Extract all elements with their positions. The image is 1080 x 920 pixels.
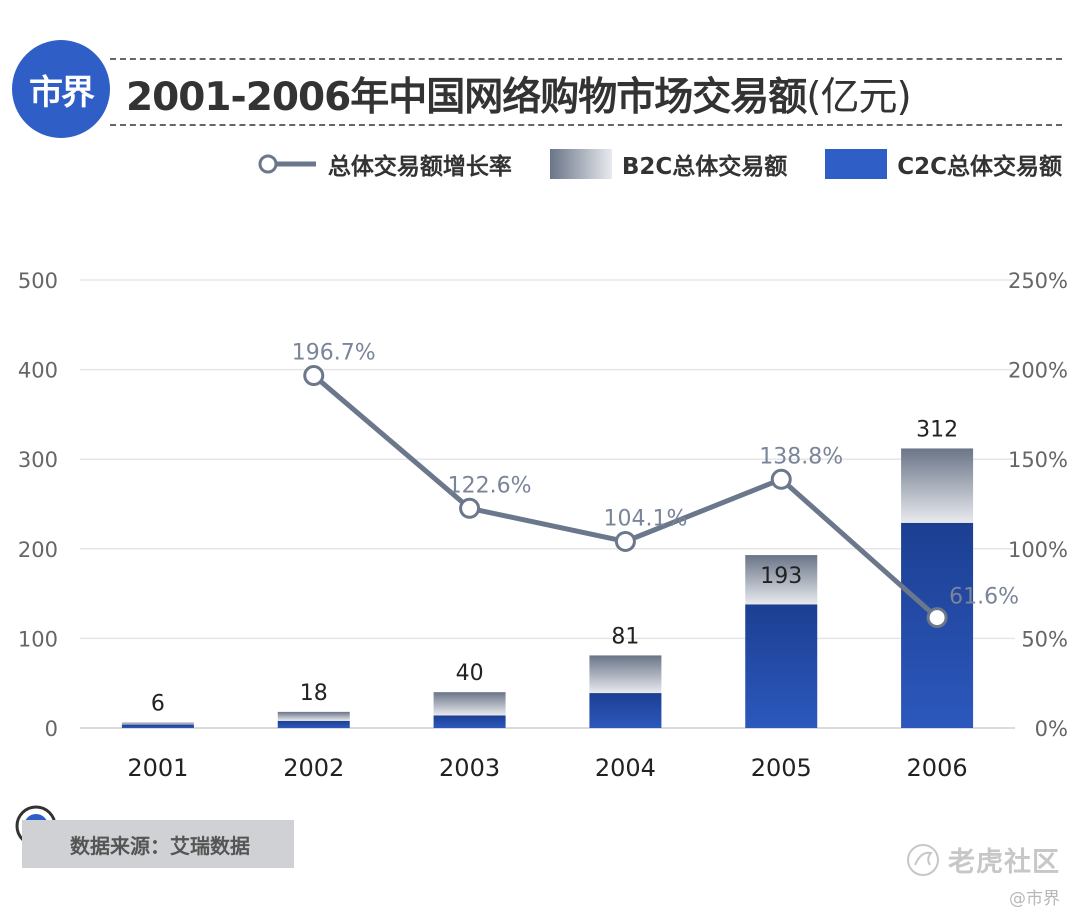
bar-total-label: 81 <box>611 624 639 649</box>
chart-title-text: 2001-2006年中国网络购物市场交易额 <box>126 75 807 120</box>
bar-total-label: 193 <box>760 564 802 589</box>
bar-total-label: 18 <box>300 681 328 706</box>
growth-data-label: 122.6% <box>448 473 532 498</box>
y-left-tick-label: 500 <box>18 269 58 293</box>
growth-point <box>303 365 325 387</box>
bar-c2c <box>745 604 818 728</box>
growth-data-label: 138.8% <box>759 444 843 469</box>
title-divider-top <box>110 58 1062 60</box>
data-source-box: 数据来源：艾瑞数据 <box>22 820 294 868</box>
logo-text: 市界 <box>29 72 95 113</box>
bar-c2c <box>121 724 194 728</box>
legend-label-b2c: B2C总体交易额 <box>621 154 788 180</box>
y-left-tick-label: 400 <box>18 359 58 383</box>
growth-line <box>312 373 939 620</box>
chart-title: 2001-2006年中国网络购物市场交易额(亿元) <box>126 66 912 122</box>
growth-data-label: 196.7% <box>292 341 376 366</box>
x-tick-label: 2002 <box>283 754 344 782</box>
y-right-tick-label: 200% <box>1008 359 1068 383</box>
data-source-text: 数据来源：艾瑞数据 <box>70 833 250 858</box>
bar-b2c <box>121 722 194 725</box>
watermark: 老虎社区 <box>906 840 1060 879</box>
bar-b2c <box>277 711 350 721</box>
y-right-tick-label: 150% <box>1008 448 1068 472</box>
growth-data-label: 104.1% <box>603 506 687 531</box>
y-right-tick-label: 250% <box>1008 269 1068 293</box>
bar-total-label: 40 <box>456 661 484 686</box>
bar-total-label: 6 <box>151 692 165 717</box>
bar-b2c <box>901 448 974 523</box>
legend-label-growth: 总体交易额增长率 <box>327 154 512 180</box>
legend-item-c2c: C2C总体交易额 <box>825 147 1062 181</box>
tiger-logo-icon <box>907 843 939 876</box>
chart-legend: 总体交易额增长率 B2C总体交易额 C2C总体交易额 <box>218 146 1062 182</box>
y-right-tick-label: 0% <box>1035 717 1068 741</box>
title-divider-bottom <box>110 124 1062 126</box>
chart-title-unit: (亿元) <box>806 75 911 120</box>
legend-swatch-c2c <box>825 149 888 179</box>
growth-point <box>926 607 948 629</box>
y-right-tick-label: 50% <box>1021 627 1068 651</box>
x-tick-label: 2003 <box>439 754 500 782</box>
y-left-tick-label: 100 <box>18 627 58 651</box>
bar-b2c <box>589 655 662 694</box>
y-right-tick-label: 100% <box>1008 538 1068 562</box>
bar-c2c <box>277 720 350 728</box>
legend-item-growth: 总体交易额增长率 <box>256 147 512 181</box>
growth-data-label: 61.6% <box>949 585 1019 610</box>
bar-b2c <box>433 692 506 716</box>
logo-badge: 市界 <box>12 40 110 138</box>
bar-total-label: 312 <box>916 417 958 442</box>
legend-line-marker-icon <box>258 154 316 174</box>
x-tick-label: 2006 <box>907 754 968 782</box>
y-left-tick-label: 0 <box>45 717 58 741</box>
x-tick-label: 2005 <box>751 754 812 782</box>
credit-text: @市界 <box>1009 889 1060 909</box>
growth-point <box>770 468 792 490</box>
bar-c2c <box>589 693 662 728</box>
legend-item-b2c: B2C总体交易额 <box>549 147 788 181</box>
watermark-text: 老虎社区 <box>948 847 1060 878</box>
growth-point <box>459 497 481 519</box>
x-tick-label: 2004 <box>595 754 656 782</box>
bar-b2c <box>745 555 818 605</box>
growth-point <box>614 530 636 552</box>
legend-swatch-b2c <box>549 149 612 179</box>
y-left-tick-label: 300 <box>18 448 58 472</box>
y-left-tick-label: 200 <box>18 538 58 562</box>
x-tick-label: 2001 <box>127 754 188 782</box>
bar-c2c <box>433 715 506 728</box>
legend-label-c2c: C2C总体交易额 <box>897 154 1062 180</box>
